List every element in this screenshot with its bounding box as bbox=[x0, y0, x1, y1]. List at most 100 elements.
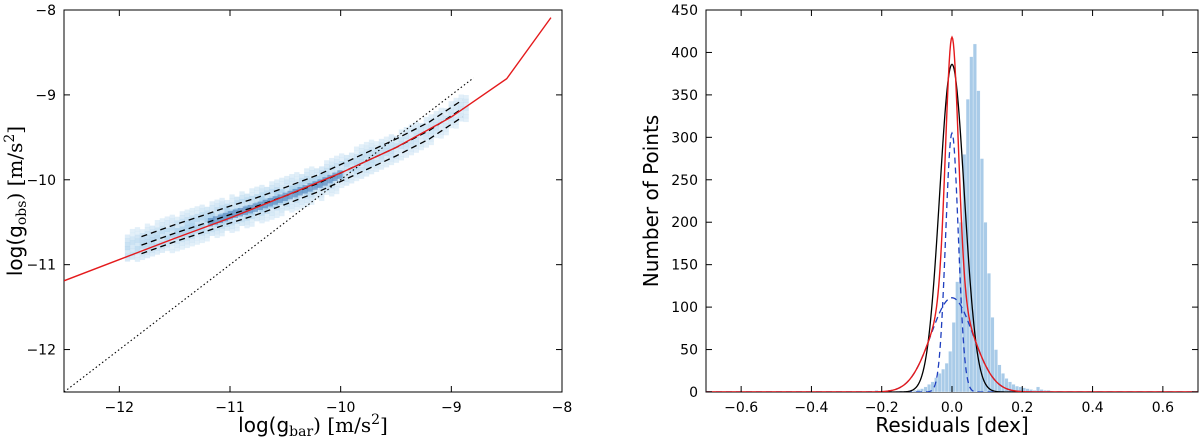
density-cell bbox=[334, 186, 340, 191]
density-cell bbox=[279, 185, 285, 190]
density-cell bbox=[423, 124, 429, 129]
density-cell bbox=[284, 175, 290, 181]
density-cell bbox=[154, 223, 161, 228]
density-cell bbox=[179, 226, 185, 231]
density-cell bbox=[433, 130, 439, 135]
density-cell bbox=[368, 166, 375, 171]
density-cell bbox=[413, 125, 419, 130]
right-panel-residuals: −0.6 −0.4 −0.2 0.0 0.2 0.4 0.6 0 50 100 150 200 250… bbox=[639, 3, 1199, 437]
density-cell bbox=[194, 236, 200, 241]
density-cell bbox=[169, 214, 175, 219]
density-cell bbox=[239, 195, 245, 200]
density-cell bbox=[289, 177, 295, 182]
density-cell bbox=[199, 204, 205, 209]
density-cell bbox=[438, 107, 444, 112]
upper-scatter-line bbox=[141, 99, 463, 238]
right-y-tick-label: 200 bbox=[671, 215, 698, 231]
density-cell bbox=[269, 188, 275, 194]
density-cell bbox=[329, 192, 335, 197]
density-cell bbox=[279, 204, 285, 209]
density-cell bbox=[249, 218, 255, 223]
right-y-tick-label: 400 bbox=[671, 45, 698, 61]
density-cell bbox=[144, 254, 151, 259]
density-cell bbox=[284, 183, 290, 188]
density-cell bbox=[179, 211, 185, 216]
density-cell bbox=[304, 198, 310, 203]
density-cell bbox=[204, 214, 210, 219]
density-cell bbox=[159, 229, 166, 234]
density-core bbox=[307, 183, 313, 192]
density-cell bbox=[139, 240, 146, 245]
density-cell bbox=[184, 240, 190, 245]
density-cell bbox=[433, 133, 439, 139]
density-cell bbox=[264, 217, 270, 222]
density-core bbox=[282, 192, 288, 202]
density-core bbox=[212, 216, 219, 225]
density-cell bbox=[204, 222, 210, 227]
density-cell bbox=[388, 141, 395, 147]
density-cell bbox=[378, 150, 385, 155]
density-cell bbox=[383, 155, 390, 160]
density-core bbox=[242, 206, 249, 215]
density-core bbox=[322, 177, 328, 186]
density-cell bbox=[249, 222, 255, 227]
density-cell bbox=[353, 146, 360, 151]
density-cell bbox=[189, 219, 195, 224]
density-cell bbox=[159, 225, 166, 230]
density-cell bbox=[334, 155, 340, 160]
density-cell bbox=[458, 109, 464, 114]
density-cell bbox=[418, 146, 424, 151]
density-cell bbox=[229, 202, 235, 207]
right-y-tick-label: 150 bbox=[671, 258, 698, 274]
histogram-bar bbox=[1004, 378, 1009, 392]
density-cell bbox=[353, 150, 360, 155]
density-cell bbox=[388, 161, 395, 166]
density-cell bbox=[189, 230, 195, 235]
density-cell bbox=[368, 154, 375, 160]
density-cell bbox=[254, 217, 260, 222]
density-cell bbox=[299, 196, 305, 202]
density-cell bbox=[194, 229, 200, 234]
density-cell bbox=[199, 223, 205, 228]
density-core bbox=[232, 209, 239, 218]
density-cell bbox=[129, 228, 136, 234]
density-cell bbox=[294, 175, 300, 181]
density-cell bbox=[314, 168, 320, 173]
density-cell bbox=[219, 228, 225, 233]
density-cell bbox=[309, 193, 315, 198]
density-cell bbox=[124, 257, 131, 262]
density-cell bbox=[159, 248, 166, 253]
density-cell bbox=[204, 229, 210, 234]
density-cell bbox=[174, 243, 180, 248]
density-cell bbox=[423, 135, 429, 141]
density-cell bbox=[139, 244, 146, 249]
density-cell bbox=[363, 164, 370, 169]
density-cell bbox=[403, 153, 410, 158]
density-cell bbox=[294, 198, 300, 203]
density-cell bbox=[343, 158, 350, 163]
density-cell bbox=[239, 221, 245, 227]
density-cell bbox=[154, 235, 161, 240]
density-cell bbox=[368, 158, 375, 163]
density-cell bbox=[184, 232, 190, 237]
left-x-tick-label: −10 bbox=[326, 400, 356, 416]
density-cell bbox=[129, 236, 136, 241]
density-cell bbox=[463, 95, 469, 100]
density-cell bbox=[164, 227, 170, 233]
density-cell bbox=[189, 215, 195, 220]
density-cell bbox=[169, 226, 175, 231]
density-cell bbox=[184, 209, 190, 214]
density-cell bbox=[204, 206, 210, 211]
density-cell bbox=[169, 222, 175, 227]
density-cell bbox=[144, 242, 151, 247]
density-cell bbox=[204, 237, 210, 242]
density-cell bbox=[179, 222, 185, 227]
density-cell bbox=[134, 238, 141, 243]
density-cell bbox=[363, 145, 370, 150]
left-y-tick-label: −11 bbox=[26, 258, 56, 274]
density-cell bbox=[154, 220, 161, 225]
density-cell bbox=[378, 154, 385, 159]
density-cell bbox=[299, 174, 305, 179]
density-cell bbox=[388, 157, 395, 162]
density-cell bbox=[224, 203, 230, 208]
